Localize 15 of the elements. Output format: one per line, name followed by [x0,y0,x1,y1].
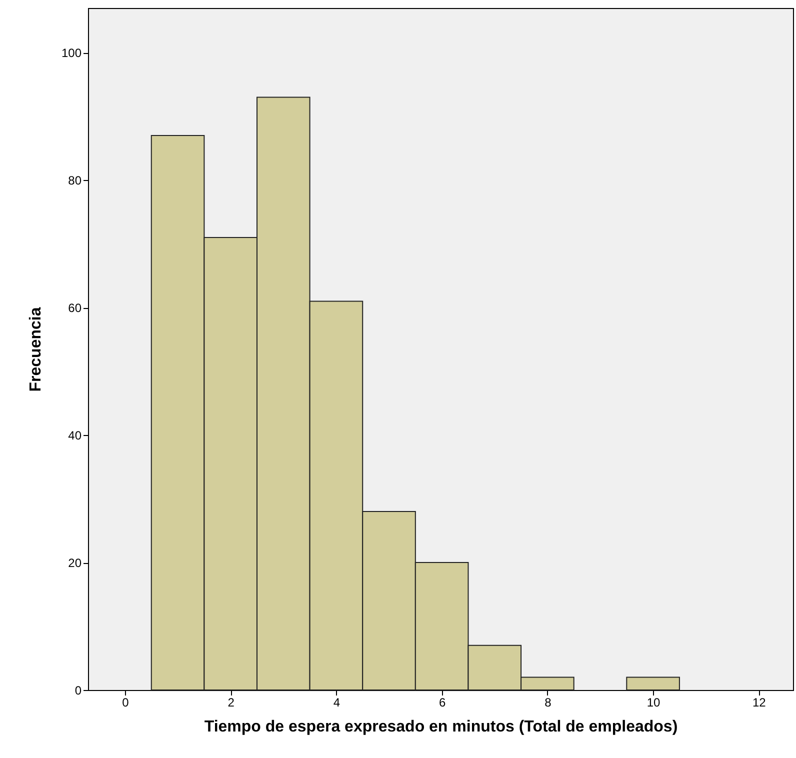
y-tick-label: 60 [68,301,82,316]
x-tick-label: 12 [752,696,766,710]
x-tick-label: 4 [333,696,340,710]
y-tick-label: 80 [68,174,82,188]
x-tick-label: 0 [122,696,130,710]
y-tick-label: 0 [74,684,82,698]
y-tick-label: 100 [61,46,82,60]
x-tick-label: 6 [438,696,446,710]
y-tick-label: 20 [68,556,82,570]
x-tick-label: 2 [228,696,235,710]
x-tick-label: 8 [544,696,552,710]
x-tick-label: 10 [646,696,661,710]
y-tick-label: 40 [68,428,82,443]
x-axis-title: Tiempo de espera expresado en minutos (Total de empleados) [204,718,678,736]
y-axis-title: Frecuencia [27,307,44,392]
